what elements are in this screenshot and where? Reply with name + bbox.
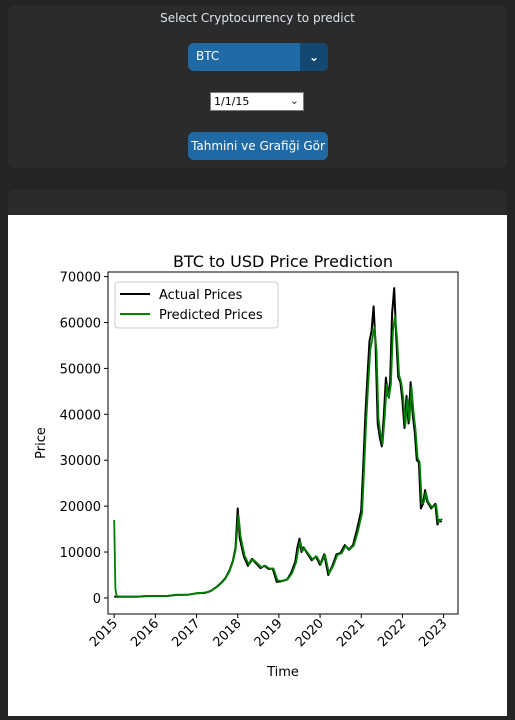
x-tick-label: 2019 [252,616,286,650]
x-axis-label: Time [266,665,299,680]
x-tick-label: 2016 [128,616,162,650]
y-tick-label: 20000 [60,500,101,515]
legend-box [114,281,279,329]
x-tick-label: 2015 [87,616,121,650]
y-tick-label: 10000 [60,546,101,561]
y-tick-label: 70000 [60,271,101,286]
crypto-prompt-label: Select Cryptocurrency to predict [160,11,355,25]
y-axis-label: Price [34,427,49,459]
x-tick-label: 2018 [211,616,245,650]
legend-label: Predicted Prices [159,308,263,323]
x-tick-label: 2021 [334,616,368,650]
x-tick-label: 2023 [416,616,450,650]
crypto-select-value: BTC [196,49,220,63]
y-tick-label: 30000 [60,454,101,469]
y-tick-label: 0 [93,592,101,607]
x-tick-label: 2020 [293,616,327,650]
chevron-down-icon[interactable]: ⌄ [300,43,328,71]
series-line-predicted [113,314,443,598]
chevron-down-icon[interactable]: ⌄ [289,94,299,107]
y-tick-label: 50000 [60,362,101,377]
y-tick-label: 60000 [60,316,101,331]
plot-canvas: 0 10000 20000 30000 40000 50000 60000 70000 2015… [8,215,507,716]
plot-frame [107,271,459,615]
price-chart: 0 10000 20000 30000 40000 50000 60000 70000 2015… [34,252,459,680]
date-picker[interactable]: 1/1/15 ⌄ [210,92,304,111]
date-picker-value: 1/1/15 [214,95,250,108]
x-tick-label: 2017 [169,616,203,650]
chart-title: BTC to USD Price Prediction [173,252,393,271]
x-tick-label: 2022 [375,616,409,650]
legend-label: Actual Prices [159,288,243,303]
crypto-select[interactable]: BTC ⌄ [188,43,328,71]
predict-and-plot-button[interactable]: Tahmini ve Grafiği Gör [188,132,328,160]
y-tick-label: 40000 [60,408,101,423]
